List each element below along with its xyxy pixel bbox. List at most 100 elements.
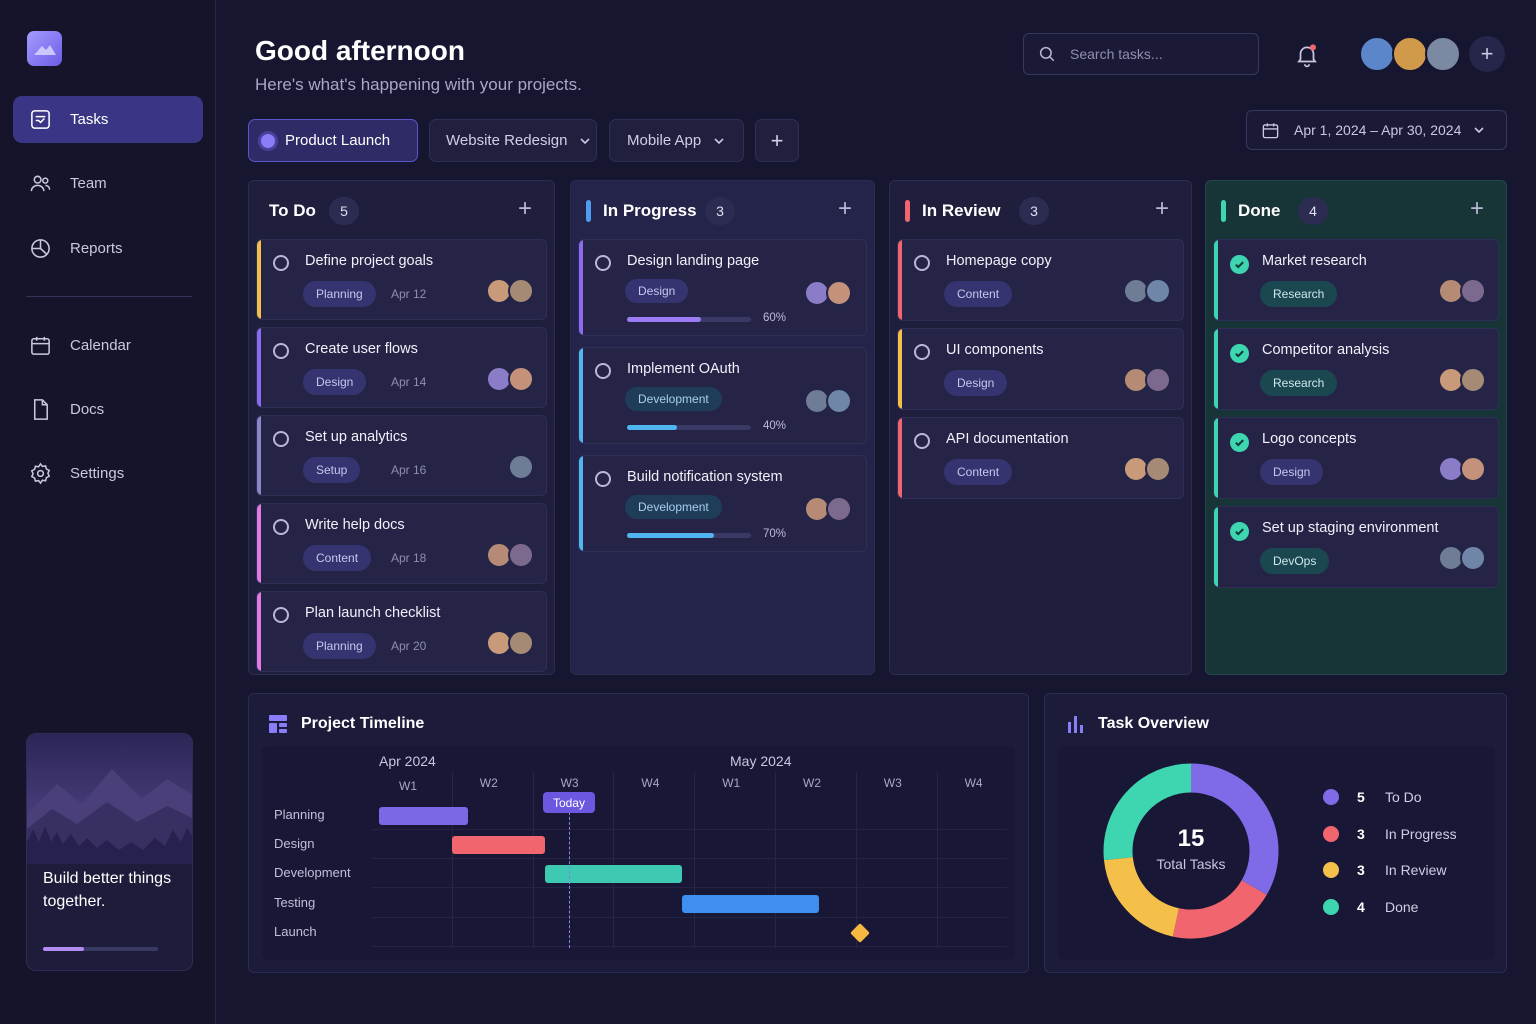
avatar[interactable] [508, 630, 534, 656]
task-card[interactable]: Set up analytics Setup Apr 16 [256, 415, 547, 496]
task-title: Design landing page [627, 253, 760, 269]
task-card[interactable]: Implement OAuth Development 40% [578, 347, 867, 444]
avatar[interactable] [486, 366, 512, 392]
task-title: Logo concepts [1262, 431, 1357, 447]
task-card[interactable]: Write help docs Content Apr 18 [256, 503, 547, 584]
column-title: Done [1238, 201, 1281, 220]
task-checkbox[interactable] [914, 344, 930, 360]
task-checkbox[interactable] [273, 607, 289, 623]
assignee-avatars [486, 542, 534, 568]
check-icon[interactable] [1230, 433, 1249, 452]
add-card-button[interactable]: + [1470, 195, 1485, 222]
avatar[interactable] [486, 278, 512, 304]
task-title: API documentation [946, 431, 1069, 447]
avatar[interactable] [1460, 367, 1486, 393]
gantt-bar-development[interactable] [544, 865, 683, 884]
avatar[interactable] [826, 496, 852, 522]
legend-item[interactable]: 3 In Progress [1323, 825, 1457, 842]
assignee-avatars [804, 388, 852, 414]
avatar[interactable] [486, 630, 512, 656]
add-member-button[interactable]: + [1469, 36, 1505, 72]
check-icon[interactable] [1230, 255, 1249, 274]
avatar[interactable] [508, 542, 534, 568]
sidebar-item-reports[interactable]: Reports [13, 225, 203, 272]
task-card[interactable]: Homepage copy Content [897, 239, 1184, 321]
task-checkbox[interactable] [273, 255, 289, 271]
task-card[interactable]: Define project goals Planning Apr 12 [256, 239, 547, 320]
avatar[interactable] [804, 496, 830, 522]
gantt-bar-design[interactable] [451, 836, 545, 855]
notifications-button[interactable] [1294, 42, 1320, 68]
task-card[interactable]: Build notification system Development 70% [578, 455, 867, 552]
legend-item[interactable]: 3 In Review [1323, 862, 1446, 879]
check-icon[interactable] [1230, 344, 1249, 363]
avatar[interactable] [1145, 456, 1171, 482]
avatar[interactable] [1145, 278, 1171, 304]
avatar[interactable] [826, 388, 852, 414]
task-card[interactable]: Plan launch checklist Planning Apr 20 [256, 591, 547, 672]
add-card-button[interactable]: + [838, 195, 853, 222]
avatar[interactable] [1392, 36, 1428, 72]
task-checkbox[interactable] [595, 363, 611, 379]
task-tag: Research [1260, 281, 1338, 307]
task-card[interactable]: Market research Research [1213, 239, 1499, 321]
task-checkbox[interactable] [914, 433, 930, 449]
avatar[interactable] [826, 280, 852, 306]
app-logo[interactable] [27, 31, 62, 66]
add-project-button[interactable]: + [755, 119, 799, 162]
date-range-picker[interactable]: Apr 1, 2024 – Apr 30, 2024 [1246, 110, 1507, 150]
search-box[interactable] [1023, 33, 1259, 75]
tab-product-launch[interactable]: Product Launch [248, 119, 418, 162]
column-title: In Review [922, 201, 1001, 220]
mountain-illustration [27, 734, 192, 864]
sidebar-item-team[interactable]: Team [13, 160, 203, 207]
add-card-button[interactable]: + [1155, 195, 1170, 222]
task-card[interactable]: Logo concepts Design [1213, 417, 1499, 499]
donut-slice-done[interactable] [1103, 763, 1192, 861]
sidebar-item-docs[interactable]: Docs [13, 386, 203, 433]
sidebar-item-settings[interactable]: Settings [13, 450, 203, 497]
donut-slice-to-do[interactable] [1190, 763, 1279, 895]
task-checkbox[interactable] [595, 471, 611, 487]
add-card-button[interactable]: + [518, 195, 533, 222]
task-card[interactable]: Design landing page Design 60% [578, 239, 867, 336]
tab-website-redesign[interactable]: Website Redesign [429, 119, 597, 162]
donut-slice-in-progress[interactable] [1172, 879, 1267, 939]
check-icon[interactable] [1230, 522, 1249, 541]
avatar[interactable] [1123, 367, 1149, 393]
task-tag: Design [625, 279, 689, 303]
tab-mobile-app[interactable]: Mobile App [609, 119, 744, 162]
task-checkbox[interactable] [595, 255, 611, 271]
task-card[interactable]: Set up staging environment DevOps [1213, 506, 1499, 588]
donut-slice-in-review[interactable] [1103, 856, 1180, 937]
legend-item[interactable]: 4 Done [1323, 899, 1418, 916]
assignee-avatars [1123, 278, 1171, 304]
task-card[interactable]: API documentation Content [897, 417, 1184, 499]
sidebar-item-tasks[interactable]: Tasks [13, 96, 203, 143]
avatar[interactable] [1460, 278, 1486, 304]
avatar[interactable] [1145, 367, 1171, 393]
avatar[interactable] [1460, 456, 1486, 482]
avatar[interactable] [508, 454, 534, 480]
task-card[interactable]: UI components Design [897, 328, 1184, 410]
task-checkbox[interactable] [914, 255, 930, 271]
avatar[interactable] [1460, 545, 1486, 571]
task-checkbox[interactable] [273, 343, 289, 359]
column-header: In Review 3 + [890, 195, 1191, 225]
gantt-bar-testing[interactable] [682, 894, 820, 913]
task-title: Create user flows [305, 341, 418, 357]
avatar[interactable] [508, 366, 534, 392]
task-checkbox[interactable] [273, 431, 289, 447]
search-input[interactable] [1070, 46, 1240, 62]
sidebar-item-calendar[interactable]: Calendar [13, 322, 203, 369]
avatar[interactable] [508, 278, 534, 304]
task-card[interactable]: Competitor analysis Research [1213, 328, 1499, 410]
column-count: 3 [1019, 197, 1049, 225]
task-checkbox[interactable] [273, 519, 289, 535]
gantt-bar-planning[interactable] [379, 807, 468, 825]
avatar[interactable] [1359, 36, 1395, 72]
avatar[interactable] [1425, 36, 1461, 72]
project-timeline-panel: Project Timeline Apr 2024 May 2024 W1 W2 W3 W… [248, 693, 1029, 973]
task-card[interactable]: Create user flows Design Apr 14 [256, 327, 547, 408]
legend-item[interactable]: 5 To Do [1323, 789, 1422, 805]
